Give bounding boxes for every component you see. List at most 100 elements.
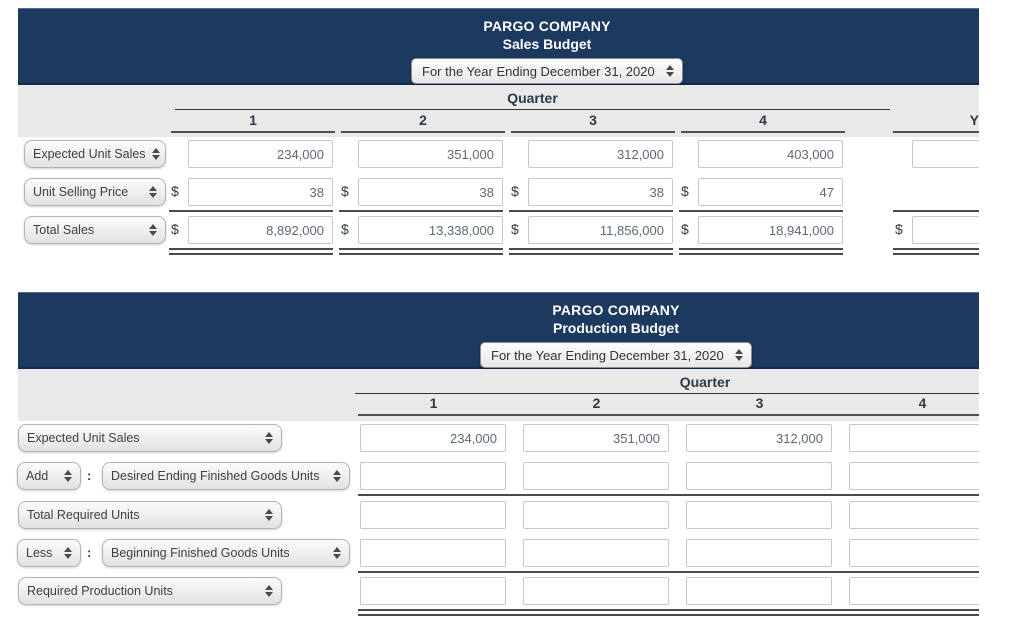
total-double-rule	[847, 609, 979, 616]
budget-title: Production Budget	[553, 320, 679, 336]
sales-header-band	[18, 85, 979, 137]
subtotal-rule	[521, 494, 684, 496]
row-label-select[interactable]: Total Required Units	[18, 501, 282, 529]
cell-input[interactable]	[360, 501, 506, 529]
updown-arrows-icon	[149, 186, 157, 198]
cell-input[interactable]	[849, 539, 979, 567]
cell-input[interactable]	[528, 216, 673, 244]
row-label-select-label: Required Production Units	[27, 584, 173, 598]
period-select[interactable]: For the Year Ending December 31, 2020	[480, 342, 752, 368]
cell-input[interactable]	[360, 539, 506, 567]
quarter-group-rule	[355, 393, 979, 394]
updown-arrows-icon	[265, 585, 273, 597]
updown-arrows-icon	[333, 547, 341, 559]
total-double-rule	[679, 248, 843, 255]
cell-input[interactable]	[849, 577, 979, 605]
cell-input[interactable]	[912, 216, 979, 244]
updown-arrows-icon	[64, 547, 72, 559]
column-header: Y	[969, 112, 979, 128]
row-label-select-label: Unit Selling Price	[33, 185, 129, 199]
production-budget-banner: PARGO COMPANY Production Budget For the …	[18, 292, 979, 369]
subtotal-rule	[893, 210, 979, 212]
subtotal-rule	[358, 571, 521, 573]
cell-input[interactable]	[360, 577, 506, 605]
cell-input[interactable]	[523, 577, 669, 605]
updown-arrows-icon	[265, 509, 273, 521]
worksheet-viewport: PARGO COMPANY Sales Budget For the Year …	[0, 0, 979, 639]
cell-input[interactable]	[358, 178, 503, 206]
row-label-select[interactable]: Desired Ending Finished Goods Units	[102, 462, 350, 490]
updown-arrows-icon	[735, 349, 743, 361]
row-prefix-select[interactable]: Add	[17, 462, 81, 490]
column-header: 4	[918, 395, 927, 411]
subtotal-rule	[847, 571, 979, 573]
cell-input[interactable]	[523, 462, 669, 490]
row-label-select[interactable]: Required Production Units	[18, 577, 282, 605]
subtotal-rule	[847, 494, 979, 496]
cell-input[interactable]	[358, 216, 503, 244]
cell-input[interactable]	[358, 140, 503, 168]
sales-budget-banner: PARGO COMPANY Sales Budget For the Year …	[18, 8, 979, 85]
updown-arrows-icon	[333, 470, 341, 482]
cell-input[interactable]	[686, 577, 832, 605]
cell-input[interactable]	[686, 424, 832, 452]
period-select[interactable]: For the Year Ending December 31, 2020	[411, 58, 683, 84]
total-double-rule	[358, 609, 521, 616]
total-double-rule	[893, 248, 979, 255]
column-header: 3	[755, 395, 764, 411]
colon-separator: :	[87, 468, 92, 483]
row-label-select-label: Expected Unit Sales	[27, 431, 140, 445]
row-label-select[interactable]: Expected Unit Sales	[24, 140, 166, 168]
cell-input[interactable]	[188, 140, 333, 168]
cell-input[interactable]	[523, 424, 669, 452]
cell-input[interactable]	[849, 424, 979, 452]
company-name: PARGO COMPANY	[552, 302, 680, 318]
cell-input[interactable]	[686, 462, 832, 490]
cell-input[interactable]	[698, 216, 843, 244]
quarter-group-rule	[175, 109, 890, 110]
subtotal-rule	[169, 210, 333, 212]
row-label-select[interactable]: Total Sales	[24, 216, 166, 244]
currency-symbol: $	[511, 183, 519, 199]
cell-input[interactable]	[698, 140, 843, 168]
row-label-select[interactable]: Unit Selling Price	[24, 178, 166, 206]
column-header: 1	[429, 395, 438, 411]
cell-input[interactable]	[360, 462, 506, 490]
currency-symbol: $	[895, 221, 903, 237]
currency-symbol: $	[511, 221, 519, 237]
column-underline	[341, 131, 505, 133]
quarter-group-label: Quarter	[507, 90, 558, 106]
cell-input[interactable]	[360, 424, 506, 452]
row-label-select-label: Total Sales	[33, 223, 95, 237]
company-name: PARGO COMPANY	[483, 18, 611, 34]
cell-input[interactable]	[528, 178, 673, 206]
row-prefix-select-label: Less	[26, 546, 53, 560]
cell-input[interactable]	[188, 216, 333, 244]
column-header: 2	[419, 112, 427, 128]
cell-input[interactable]	[188, 178, 333, 206]
row-prefix-select[interactable]: Less	[17, 539, 81, 567]
column-underline	[684, 414, 847, 416]
column-underline	[358, 414, 521, 416]
subtotal-rule	[339, 210, 503, 212]
row-label-select[interactable]: Beginning Finished Goods Units	[102, 539, 350, 567]
cell-input[interactable]	[686, 501, 832, 529]
cell-input[interactable]	[686, 539, 832, 567]
updown-arrows-icon	[666, 65, 674, 77]
cell-input[interactable]	[523, 501, 669, 529]
subtotal-rule	[358, 494, 521, 496]
total-double-rule	[169, 248, 333, 255]
cell-input[interactable]	[698, 178, 843, 206]
cell-input[interactable]	[849, 501, 979, 529]
cell-input[interactable]	[849, 462, 979, 490]
cell-input[interactable]	[523, 539, 669, 567]
row-label-select[interactable]: Expected Unit Sales	[18, 424, 282, 452]
total-double-rule	[521, 609, 684, 616]
currency-symbol: $	[171, 183, 179, 199]
cell-input[interactable]	[528, 140, 673, 168]
subtotal-rule	[684, 571, 847, 573]
cell-input[interactable]	[912, 140, 979, 168]
subtotal-rule	[521, 571, 684, 573]
column-underline	[847, 414, 979, 416]
row-prefix-select-label: Add	[26, 469, 49, 483]
